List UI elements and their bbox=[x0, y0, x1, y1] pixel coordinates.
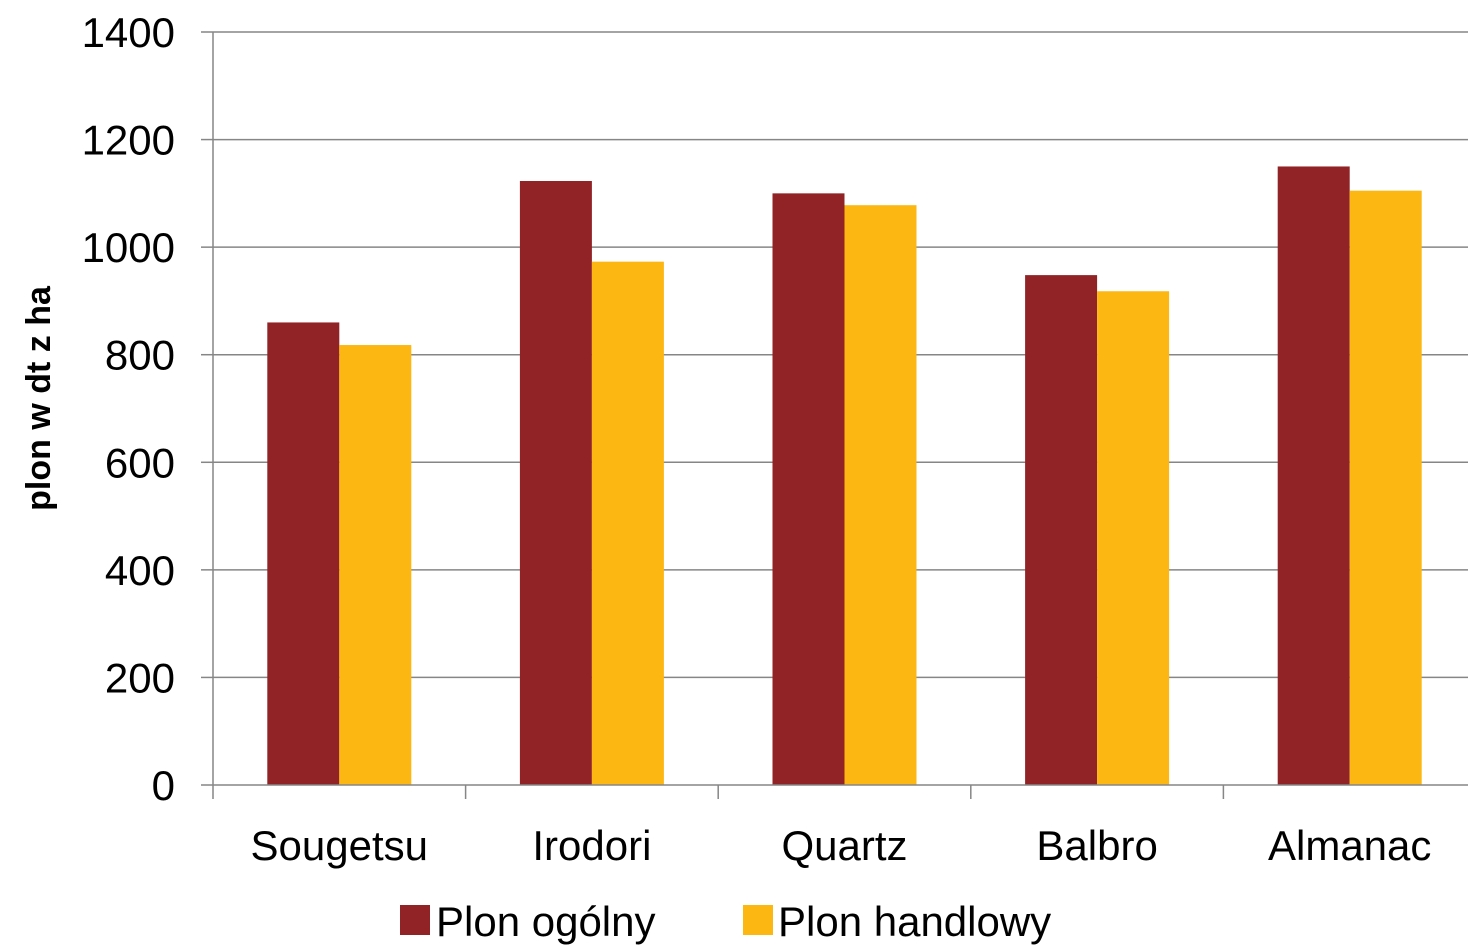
bar-plon-handlowy bbox=[339, 345, 412, 785]
x-tick-labels: Sougetsu Irodori Quartz Balbro Almanac bbox=[251, 822, 1432, 869]
y-tick-label: 0 bbox=[152, 762, 175, 809]
x-tick-label: Almanac bbox=[1268, 822, 1431, 869]
legend: Plon ogólny Plon handlowy bbox=[400, 898, 1051, 945]
legend-swatch bbox=[400, 905, 430, 935]
legend-swatch bbox=[743, 905, 773, 935]
bar-plon-handlowy bbox=[1097, 291, 1170, 785]
y-tick-label: 1400 bbox=[82, 9, 175, 56]
legend-label: Plon ogólny bbox=[436, 898, 656, 945]
x-tick-label: Sougetsu bbox=[251, 822, 428, 869]
bar-plon-ogolny bbox=[772, 193, 845, 785]
bar-plon-handlowy bbox=[844, 205, 917, 785]
bar-plon-handlowy bbox=[591, 261, 664, 785]
axes bbox=[201, 31, 1468, 799]
y-tick-label: 1000 bbox=[82, 224, 175, 271]
x-tick-label: Irodori bbox=[532, 822, 651, 869]
bar-plon-ogolny bbox=[1025, 275, 1098, 785]
y-axis-title: plon w dt z ha bbox=[20, 285, 58, 511]
legend-label: Plon handlowy bbox=[778, 898, 1051, 945]
y-tick-label: 200 bbox=[105, 654, 175, 701]
bars bbox=[267, 166, 1422, 786]
y-tick-label: 600 bbox=[105, 439, 175, 486]
bar-plon-ogolny bbox=[519, 180, 592, 785]
y-tick-label: 1200 bbox=[82, 117, 175, 164]
y-tick-label: 400 bbox=[105, 547, 175, 594]
y-tick-labels: 0 200 400 600 800 1000 1200 1400 bbox=[82, 9, 175, 809]
bar-plon-ogolny bbox=[1277, 166, 1350, 785]
y-tick-label: 800 bbox=[105, 332, 175, 379]
x-tick-label: Quartz bbox=[781, 822, 907, 869]
bar-plon-ogolny bbox=[267, 322, 340, 785]
bar-plon-handlowy bbox=[1349, 190, 1422, 786]
x-tick-label: Balbro bbox=[1036, 822, 1157, 869]
